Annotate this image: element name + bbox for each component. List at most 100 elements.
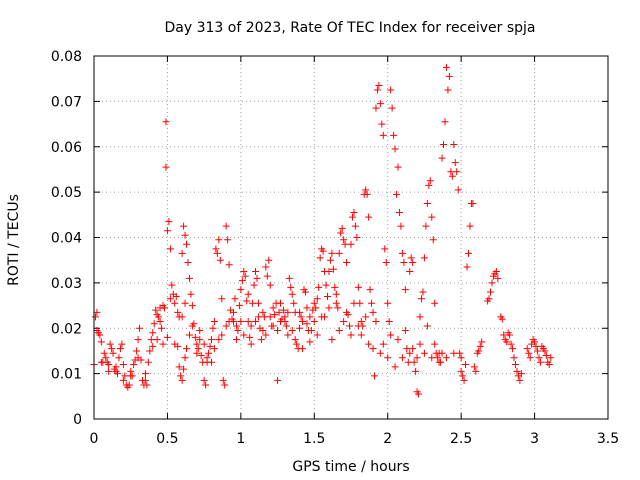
data-point xyxy=(191,333,199,341)
data-point xyxy=(410,358,418,366)
data-point xyxy=(306,313,314,321)
data-point xyxy=(457,367,465,375)
y-tick-label: 0.08 xyxy=(51,49,82,65)
data-point xyxy=(365,340,373,348)
y-tick-label: 0 xyxy=(73,412,82,428)
x-tick-label: 0 xyxy=(90,431,99,447)
data-point xyxy=(362,313,370,321)
data-point xyxy=(395,209,403,217)
data-point xyxy=(269,322,277,330)
data-point xyxy=(136,324,144,332)
data-point xyxy=(348,213,356,221)
data-point xyxy=(324,292,332,300)
y-tick-label: 0.01 xyxy=(51,367,82,383)
data-point xyxy=(350,299,358,307)
axis-ticks: 0 0.5 1 1.5 2 2.5 3 3.5 0 0.01 0.02 0.03 0.04 0.05 0.0… xyxy=(51,49,619,447)
data-point xyxy=(391,363,399,371)
data-point xyxy=(329,265,337,273)
data-point xyxy=(97,358,105,366)
data-point xyxy=(448,172,456,180)
data-point xyxy=(444,86,452,94)
data-point xyxy=(159,340,167,348)
data-point xyxy=(96,331,104,339)
data-point xyxy=(420,254,428,262)
data-point xyxy=(338,224,346,232)
data-point xyxy=(218,295,226,303)
data-point xyxy=(93,308,101,316)
data-point xyxy=(425,181,433,189)
data-point xyxy=(536,358,544,366)
data-point xyxy=(243,297,251,305)
data-point xyxy=(332,290,340,298)
data-point xyxy=(506,331,514,339)
data-point xyxy=(282,322,290,330)
data-point xyxy=(365,213,373,221)
data-point xyxy=(470,363,478,371)
data-point xyxy=(153,336,161,344)
data-point xyxy=(369,308,377,316)
data-point xyxy=(197,351,205,359)
data-point xyxy=(240,268,248,276)
x-tick-label: 3 xyxy=(530,431,539,447)
data-point xyxy=(119,361,127,369)
data-point xyxy=(108,345,116,353)
data-point xyxy=(325,268,333,276)
data-point xyxy=(150,320,158,328)
data-point xyxy=(390,131,398,139)
data-point xyxy=(274,327,282,335)
data-point xyxy=(406,349,414,357)
data-point xyxy=(194,345,202,353)
y-tick-label: 0.07 xyxy=(51,94,82,110)
data-point xyxy=(247,340,255,348)
data-point xyxy=(166,295,174,303)
data-point xyxy=(215,336,223,344)
data-point xyxy=(462,361,470,369)
data-point xyxy=(144,358,152,366)
data-point xyxy=(456,349,464,357)
data-point xyxy=(262,331,270,339)
data-point xyxy=(429,236,437,244)
data-point xyxy=(503,338,511,346)
data-point xyxy=(387,86,395,94)
data-point xyxy=(105,367,113,375)
data-point xyxy=(369,345,377,353)
y-tick-label: 0.04 xyxy=(51,231,82,247)
data-point xyxy=(509,345,517,353)
data-point xyxy=(269,304,277,312)
data-point xyxy=(307,327,315,335)
data-point xyxy=(547,354,555,362)
data-point xyxy=(230,308,238,316)
data-point xyxy=(244,317,252,325)
data-point xyxy=(232,322,240,330)
data-point xyxy=(237,286,245,294)
data-point xyxy=(193,349,201,357)
data-point xyxy=(113,370,121,378)
x-axis-label: GPS time / hours xyxy=(292,459,409,475)
data-point xyxy=(357,317,365,325)
data-point xyxy=(158,324,166,332)
data-point xyxy=(507,340,515,348)
data-point xyxy=(487,288,495,296)
data-point xyxy=(428,354,436,362)
data-point xyxy=(531,338,539,346)
data-point xyxy=(118,340,126,348)
data-point xyxy=(237,317,245,325)
data-point xyxy=(442,354,450,362)
data-point xyxy=(475,347,483,355)
data-point xyxy=(105,361,113,369)
data-point xyxy=(494,274,502,282)
data-point xyxy=(262,263,270,271)
data-point xyxy=(464,249,472,257)
y-tick-label: 0.06 xyxy=(51,140,82,156)
data-point xyxy=(115,354,123,362)
data-point xyxy=(116,345,124,353)
y-tick-label: 0.03 xyxy=(51,276,82,292)
data-point xyxy=(207,336,215,344)
data-point xyxy=(372,317,380,325)
data-point xyxy=(178,313,186,321)
data-point xyxy=(222,322,230,330)
data-point xyxy=(534,347,542,355)
data-point xyxy=(284,331,292,339)
data-point xyxy=(130,361,138,369)
